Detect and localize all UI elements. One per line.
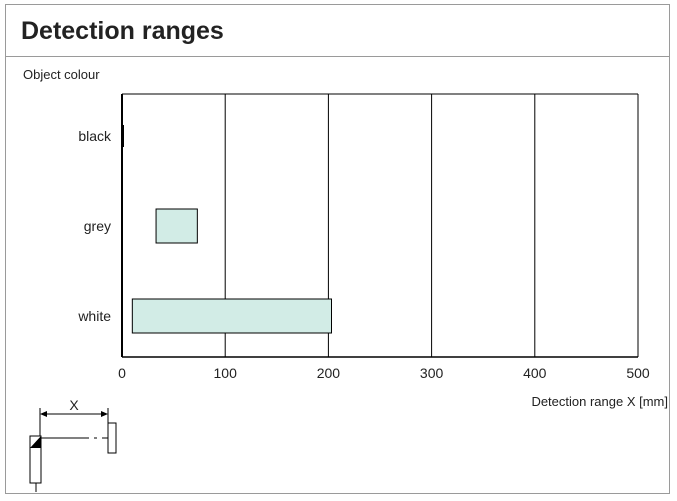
y-tick-label: grey [84, 218, 111, 234]
dimension-label: X [69, 397, 79, 413]
range-bar-white [131, 298, 332, 334]
y-tick-label: white [77, 308, 111, 324]
page-title: Detection ranges [21, 17, 224, 45]
tick-labels: 0 100 200 300 400 500 black grey white [77, 128, 650, 381]
range-bar-grey [155, 208, 198, 244]
sensor-distance-diagram: X [29, 397, 117, 492]
x-tick-label: 300 [420, 365, 444, 381]
x-tick-label: 400 [523, 365, 547, 381]
dimension-arrow-right [101, 411, 108, 417]
x-tick-label: 500 [626, 365, 650, 381]
target-object [107, 422, 117, 454]
x-tick-label: 100 [214, 365, 238, 381]
chart-axes [121, 94, 638, 358]
y-axis-label: Object colour [23, 67, 100, 82]
grid-lines [122, 93, 639, 357]
chart-frame [5, 4, 670, 494]
x-tick-label: 200 [317, 365, 341, 381]
x-tick-label: 0 [118, 365, 126, 381]
dimension-arrow-left [40, 411, 47, 417]
sensor-emitter [30, 436, 41, 448]
title-divider [5, 56, 670, 57]
x-axis-label: Detection range X [mm] [531, 394, 668, 409]
range-bars [121, 125, 332, 334]
y-tick-label: black [78, 128, 112, 144]
